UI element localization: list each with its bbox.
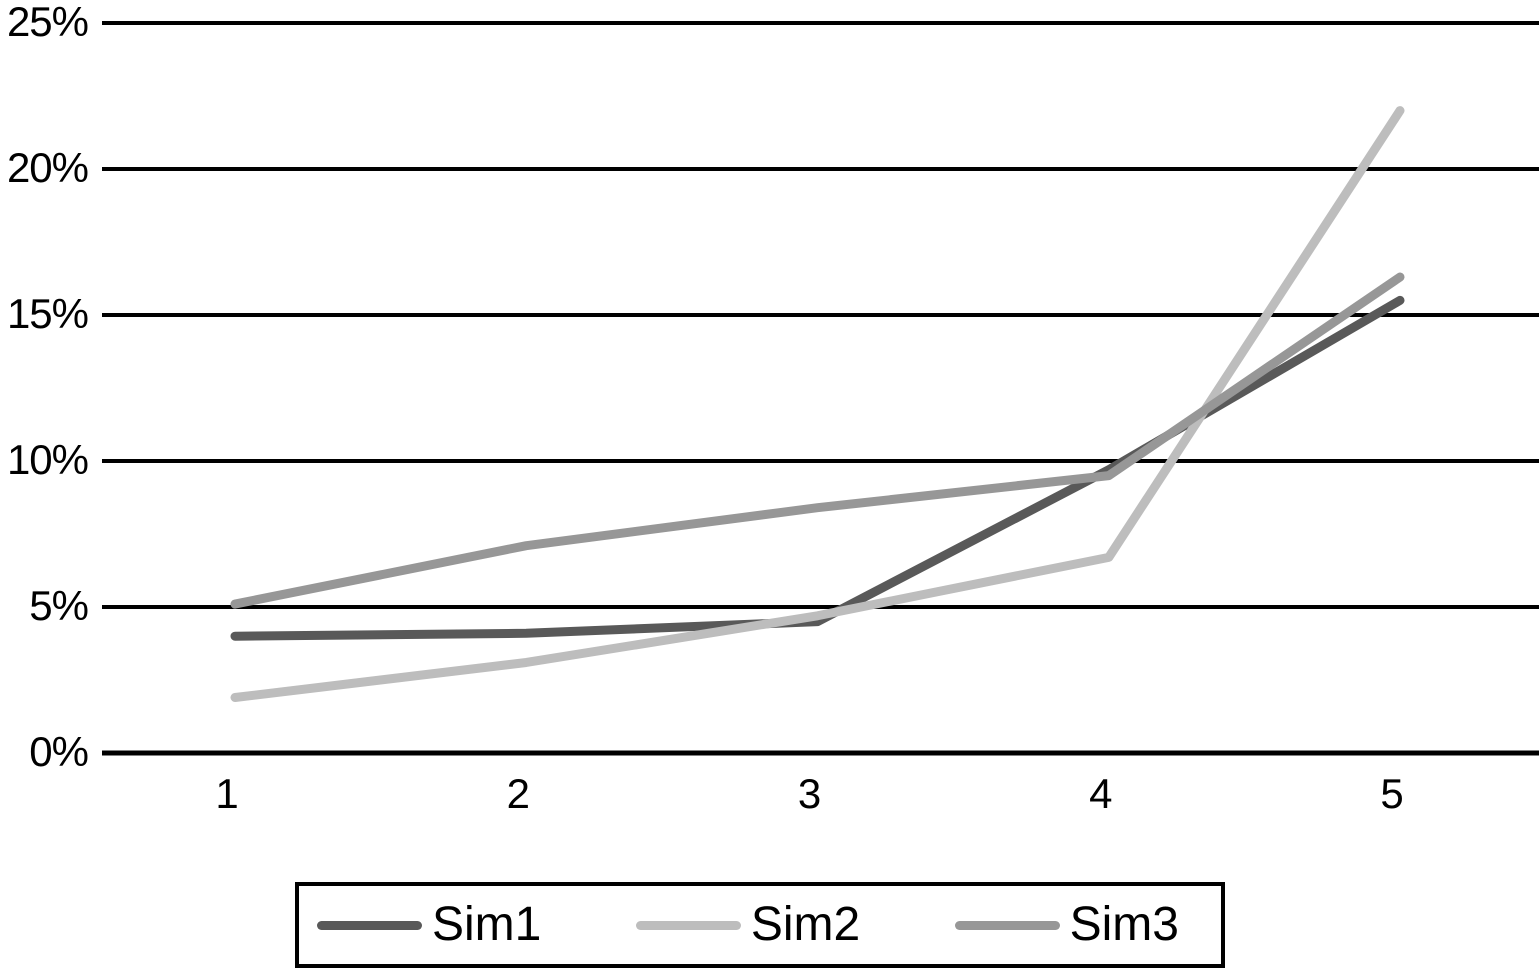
series-line-sim1 <box>230 295 1405 641</box>
legend-label-sim3: Sim3 <box>1069 898 1179 951</box>
legend-item-sim2: Sim2 <box>635 898 861 951</box>
x-tick-label-5: 5 <box>1380 770 1404 817</box>
legend-swatch-sim2 <box>635 920 741 930</box>
y-tick-label-20pct: 20% <box>6 144 89 192</box>
legend-swatch-sim3 <box>954 920 1060 930</box>
x-tick-label-1: 1 <box>215 770 239 817</box>
y-tick-label-10pct: 10% <box>6 436 89 484</box>
legend-swatch-sim1 <box>317 920 422 930</box>
legend-item-sim1: Sim1 <box>317 901 541 949</box>
x-tick-label-4: 4 <box>1089 770 1113 817</box>
y-tick-label-15pct: 15% <box>6 290 89 338</box>
legend-item-sim3: Sim3 <box>954 898 1179 951</box>
legend-label-sim2: Sim2 <box>750 898 861 951</box>
x-tick-label-3: 3 <box>797 770 822 817</box>
x-tick-label-2: 2 <box>506 770 530 817</box>
series-line-sim3 <box>230 272 1405 609</box>
legend: Sim1 Sim2 Sim3 <box>295 882 1225 968</box>
legend-label-sim1: Sim1 <box>432 898 542 951</box>
y-tick-label-25pct: 25% <box>6 0 89 46</box>
y-tick-label-0pct: 0% <box>29 728 89 776</box>
y-tick-label-5pct: 5% <box>29 582 89 630</box>
